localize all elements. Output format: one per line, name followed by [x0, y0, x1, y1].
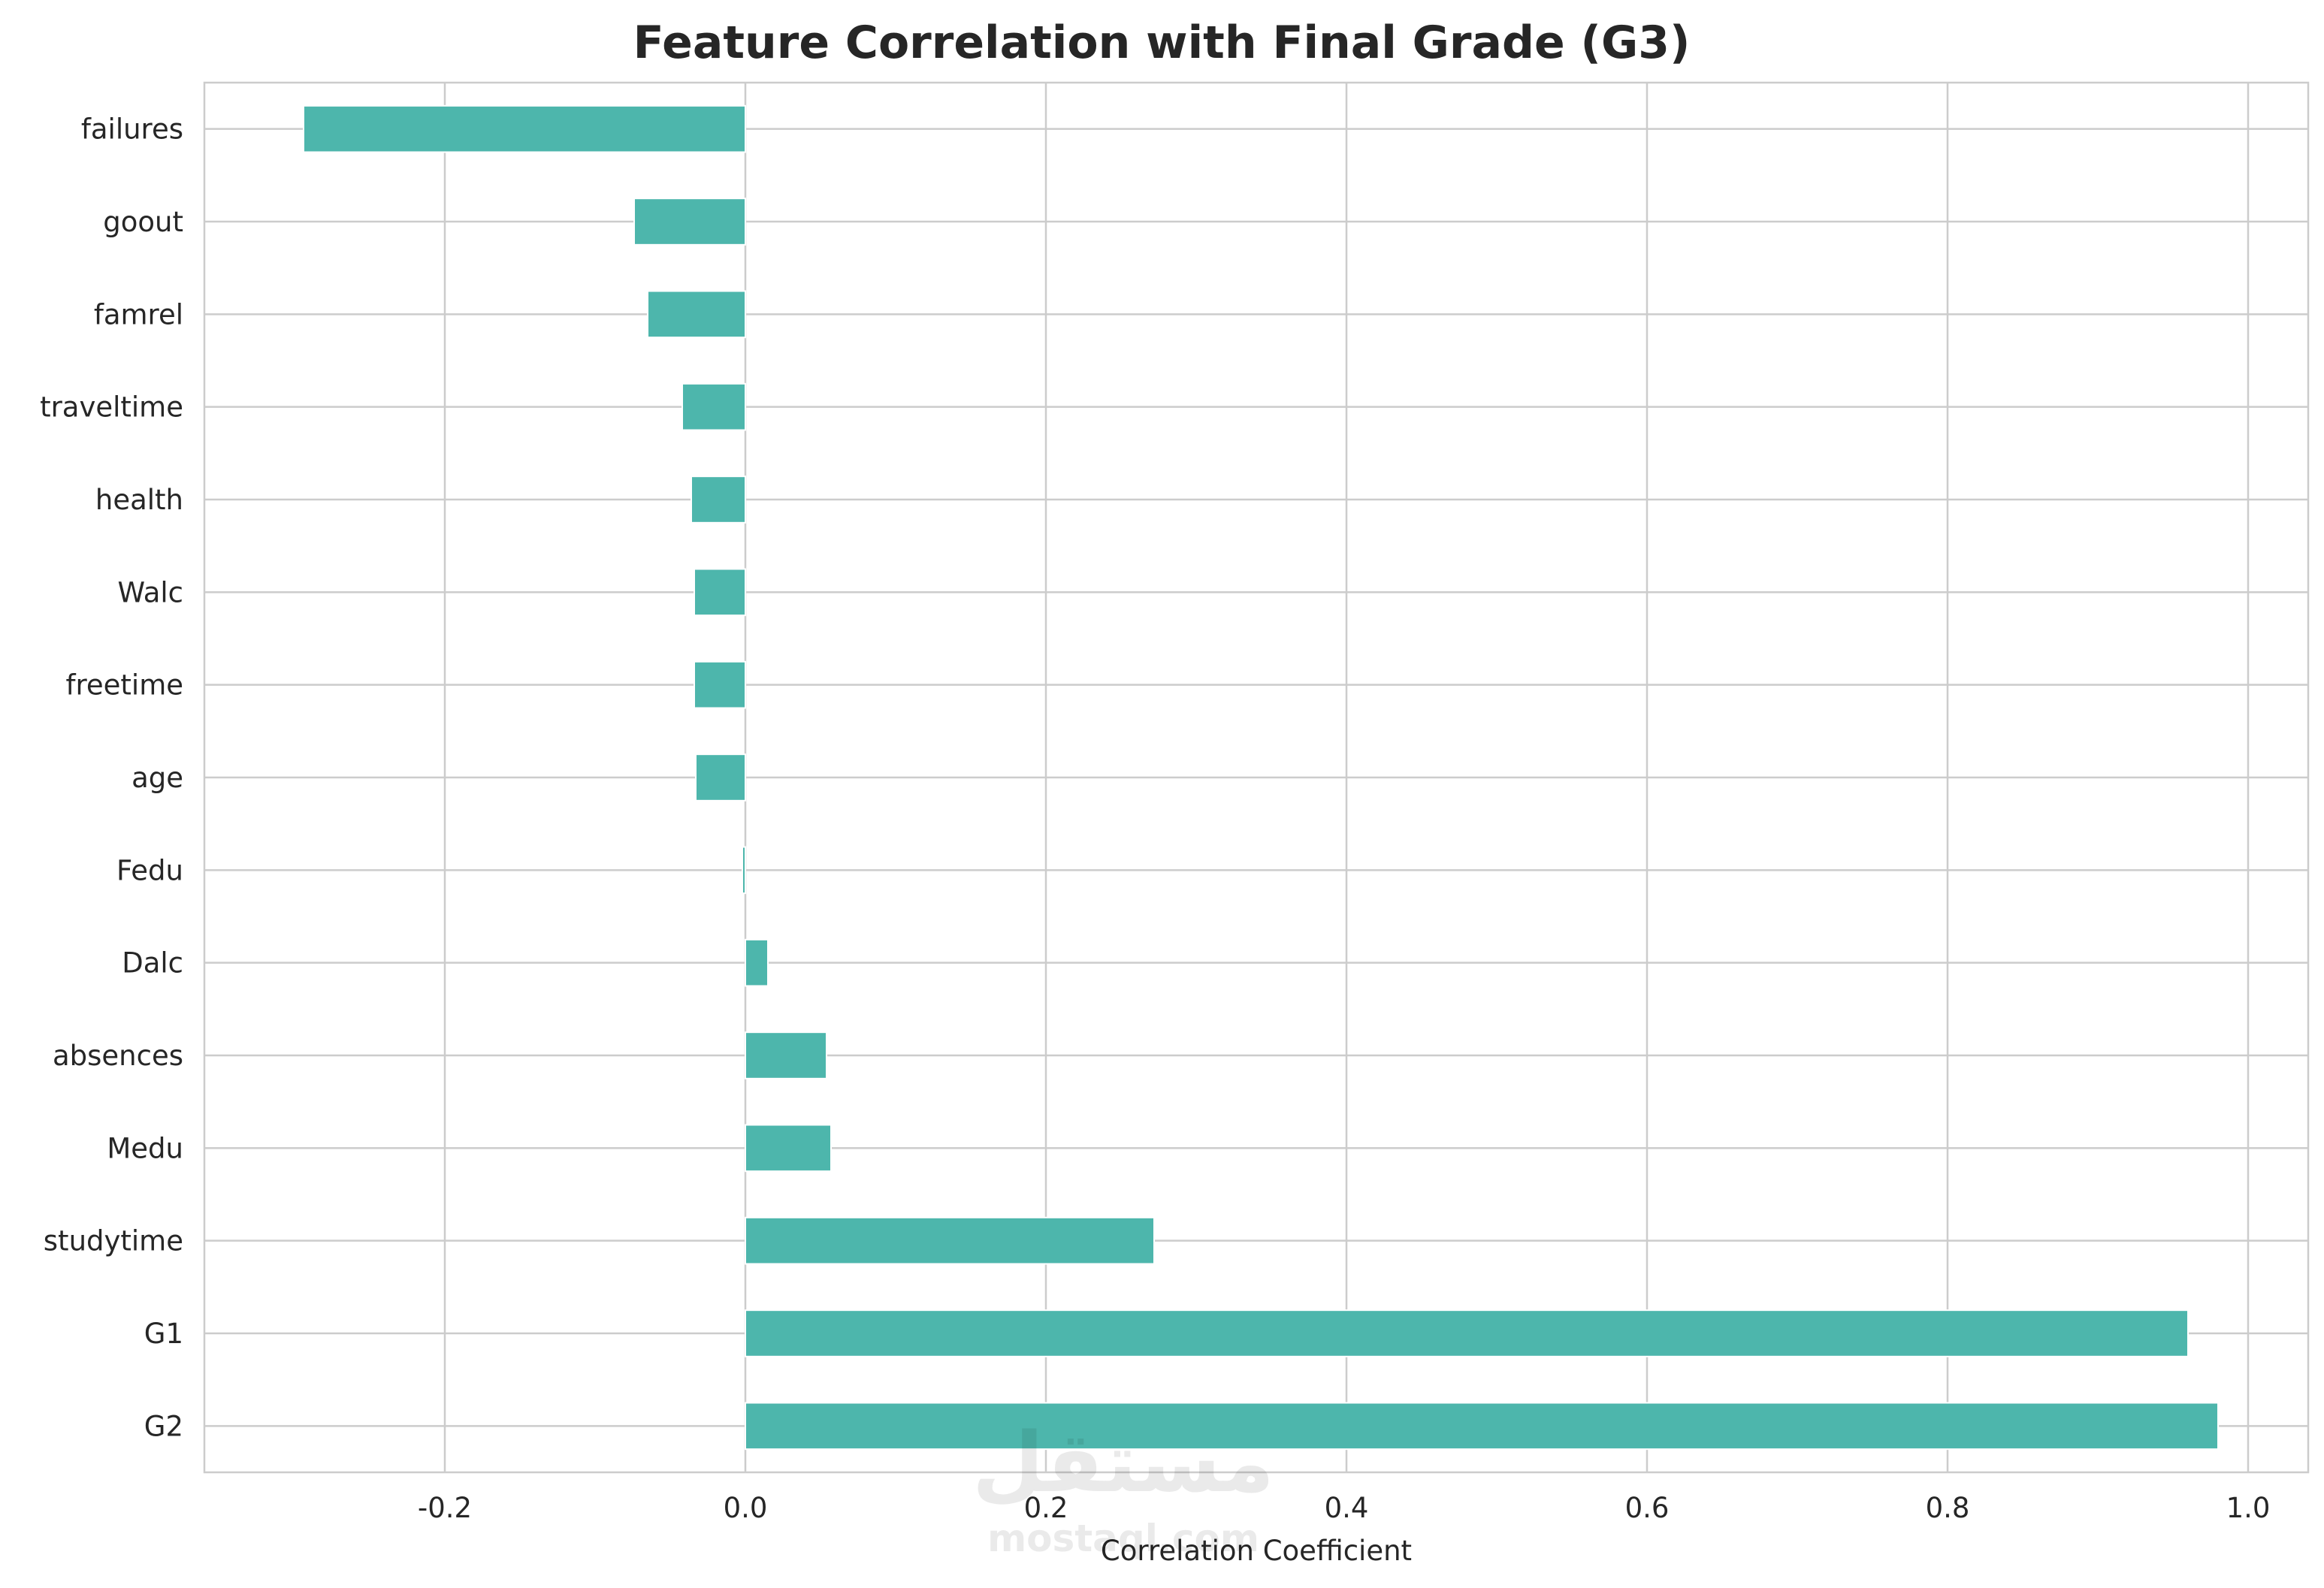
bar-goout [633, 198, 746, 246]
x-tick-label: 0.2 [1024, 1492, 1068, 1524]
x-tick-label: 0.4 [1325, 1492, 1369, 1524]
bar-freetime [694, 660, 746, 709]
bar-G1 [745, 1309, 2189, 1357]
plot-frame [203, 81, 2310, 1474]
y-tick-label: goout [103, 206, 183, 238]
y-tick-label: Medu [107, 1132, 183, 1164]
bar-famrel [647, 290, 746, 339]
y-tick-label: Dalc [122, 947, 183, 980]
bar-Fedu [742, 846, 746, 895]
y-tick-label: traveltime [40, 391, 183, 424]
y-tick-label: Walc [117, 576, 183, 608]
bar-age [695, 753, 746, 802]
y-tick-label: Fedu [116, 854, 183, 886]
x-tick-labels: -0.2 0.0 0.2 0.4 0.6 0.8 1.0 [418, 1492, 2271, 1524]
y-tick-label: health [95, 484, 183, 516]
watermark: مستقل mostaql.com [972, 1414, 1274, 1560]
x-tick-label: -0.2 [418, 1492, 472, 1524]
y-tick-labels: failures goout famrel traveltime health Walc f… [40, 113, 183, 1443]
bars [303, 104, 2219, 1451]
y-tick-label: studytime [44, 1225, 183, 1257]
bar-traveltime [681, 382, 746, 431]
watermark-logo-text: مستقل [972, 1414, 1274, 1511]
bar-failures [303, 104, 746, 153]
bar-absences [745, 1031, 827, 1079]
x-tick-label: 0.6 [1625, 1492, 1670, 1524]
bar-G2 [745, 1402, 2219, 1451]
watermark-url: mostaql.com [987, 1517, 1259, 1560]
bar-Medu [745, 1124, 832, 1173]
y-tick-label: freetime [65, 669, 183, 702]
bar-Walc [694, 568, 746, 617]
x-tick-label: 0.8 [1926, 1492, 1970, 1524]
bar-Dalc [745, 938, 769, 987]
y-tick-label: failures [81, 113, 183, 146]
y-tick-label: G2 [144, 1410, 183, 1442]
y-tick-label: famrel [94, 298, 183, 331]
y-tick-label: age [131, 762, 183, 794]
x-axis-label: Correlation Coefficient [1101, 1535, 1412, 1567]
chart-title: Feature Correlation with Final Grade (G3… [633, 17, 1691, 69]
x-tick-label: 0.0 [724, 1492, 768, 1524]
y-tick-label: absences [53, 1040, 183, 1072]
bar-health [691, 475, 746, 524]
y-tick-label: G1 [144, 1318, 183, 1350]
grid [204, 83, 2308, 1472]
x-tick-label: 1.0 [2226, 1492, 2271, 1524]
bar-studytime [745, 1216, 1155, 1265]
